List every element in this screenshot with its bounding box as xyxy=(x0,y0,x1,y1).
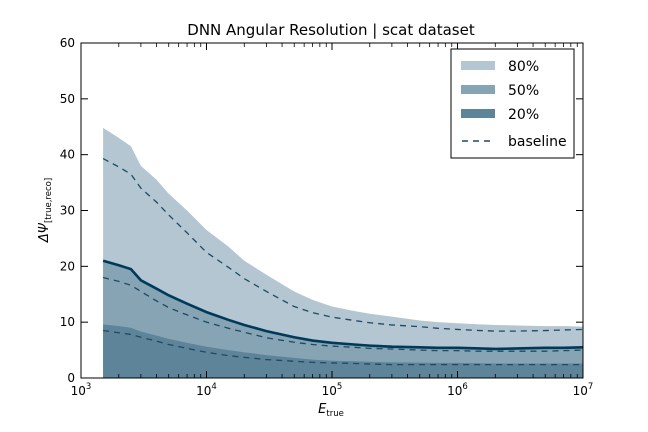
median-line xyxy=(102,259,584,351)
y-tick-label: 20 xyxy=(60,259,75,273)
y-tick-label: 50 xyxy=(60,92,75,106)
x-tick-label: 104 xyxy=(196,382,217,398)
legend: 80% 50% 20% baseline xyxy=(450,48,575,159)
x-axis-label: Etrue xyxy=(318,402,344,419)
legend-label-80: 80% xyxy=(508,59,539,75)
y-tick-label: 10 xyxy=(60,315,75,329)
y-tick-label: 60 xyxy=(60,36,75,50)
x-tick-label: 105 xyxy=(322,382,343,398)
legend-swatch-80 xyxy=(461,61,495,70)
y-tick-label: 30 xyxy=(60,204,75,218)
area-band-80 xyxy=(103,127,583,379)
area-band-20 xyxy=(103,324,583,378)
legend-label-baseline: baseline xyxy=(508,134,567,150)
legend-swatch-20 xyxy=(461,109,495,118)
y-tick-label: 0 xyxy=(67,371,75,385)
x-tick-label: 107 xyxy=(573,382,594,398)
plot-area xyxy=(102,127,584,379)
x-axis: 103 104 105 106 107 xyxy=(71,43,594,398)
y-axis-label: ΔΨ[true,reco] xyxy=(37,178,54,243)
y-axis: 0 10 20 30 40 50 60 xyxy=(60,36,583,385)
y-tick-label: 40 xyxy=(60,148,75,162)
baseline-line-3 xyxy=(103,329,583,366)
chart-title: DNN Angular Resolution | scat dataset xyxy=(187,21,475,39)
x-tick-label: 103 xyxy=(71,382,92,398)
legend-label-50: 50% xyxy=(508,83,539,99)
legend-swatch-50 xyxy=(461,85,495,94)
legend-label-20: 20% xyxy=(508,107,539,123)
baseline-line-2 xyxy=(102,276,584,352)
baseline-line-1 xyxy=(102,158,584,332)
x-tick-label: 106 xyxy=(447,382,468,398)
